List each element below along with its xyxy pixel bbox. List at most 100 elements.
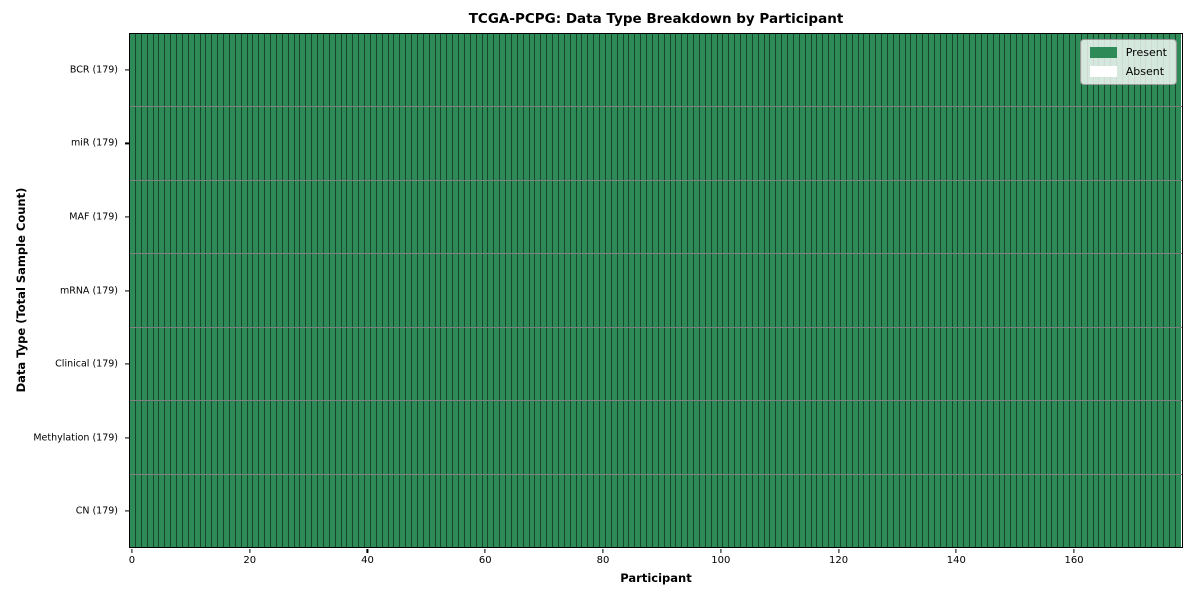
heatmap-cell xyxy=(694,180,700,254)
heatmap-cell xyxy=(241,107,248,180)
heatmap-cell xyxy=(541,180,548,254)
heatmap-cell xyxy=(441,34,448,107)
heatmap-cell xyxy=(506,180,512,254)
heatmap-cell xyxy=(1140,401,1147,474)
heatmap-cell xyxy=(335,180,342,254)
heatmap-cell xyxy=(494,180,501,254)
heatmap-cell xyxy=(194,401,201,474)
heatmap-cell xyxy=(588,474,595,547)
heatmap-cell xyxy=(670,327,677,401)
heatmap-cell xyxy=(282,107,289,180)
y-axis: BCR (179) miR (179) MAF (179) mRNA (179) Cli… xyxy=(0,33,129,548)
heatmap-cell xyxy=(658,254,665,327)
heatmap-cell xyxy=(699,107,706,180)
heatmap-cell xyxy=(482,180,489,254)
heatmap-cell xyxy=(893,401,900,474)
heatmap-cell xyxy=(600,474,606,547)
heatmap-cell xyxy=(993,107,1000,180)
heatmap-cell xyxy=(582,34,589,107)
heatmap-cell xyxy=(417,474,424,547)
heatmap-cell xyxy=(1058,401,1065,474)
x-tick-label: 80 xyxy=(596,555,610,566)
heatmap-cell xyxy=(658,180,665,254)
heatmap-cell xyxy=(235,327,242,401)
heatmap-cell xyxy=(1081,327,1088,401)
heatmap-cell xyxy=(406,180,412,254)
heatmap-cell xyxy=(423,401,430,474)
heatmap-cell xyxy=(523,327,530,401)
heatmap-cell xyxy=(341,254,348,327)
heatmap-cell xyxy=(934,180,941,254)
heatmap-cell xyxy=(617,254,624,327)
y-tick-mark xyxy=(125,363,129,365)
x-tick-label: 0 xyxy=(128,555,136,566)
heatmap-cell xyxy=(153,474,160,547)
heatmap-cell xyxy=(376,401,383,474)
heatmap-cell xyxy=(194,180,201,254)
heatmap-cell xyxy=(917,180,924,254)
heatmap-cell xyxy=(412,34,418,107)
heatmap-cell xyxy=(441,401,448,474)
heatmap-cell xyxy=(1064,34,1070,107)
heatmap-cell xyxy=(600,327,606,401)
heatmap-cell xyxy=(1152,254,1159,327)
heatmap-cell xyxy=(817,474,824,547)
heatmap-cell xyxy=(1134,401,1141,474)
heatmap-cell xyxy=(823,401,830,474)
heatmap-cell xyxy=(394,254,401,327)
heatmap-cell xyxy=(811,401,818,474)
heatmap-cell xyxy=(1152,180,1159,254)
heatmap-cell xyxy=(946,34,953,107)
heatmap-cell xyxy=(206,254,213,327)
heatmap-cell xyxy=(435,327,442,401)
heatmap-cell xyxy=(206,180,213,254)
heatmap-cell xyxy=(699,180,706,254)
heatmap-cell xyxy=(729,474,736,547)
heatmap-cell xyxy=(494,401,501,474)
heatmap-cell xyxy=(647,34,653,107)
heatmap-cell xyxy=(388,474,395,547)
heatmap-cell xyxy=(799,327,806,401)
heatmap-cell xyxy=(576,180,583,254)
heatmap-cell xyxy=(993,34,1000,107)
y-tick-mark xyxy=(125,437,129,439)
heatmap-cell xyxy=(429,254,436,327)
heatmap-cell xyxy=(840,180,847,254)
heatmap-cell xyxy=(952,34,959,107)
heatmap-cell xyxy=(735,327,741,401)
heatmap-cell xyxy=(171,34,177,107)
heatmap-cell xyxy=(564,254,571,327)
heatmap-cell xyxy=(793,180,800,254)
heatmap-cell xyxy=(817,107,824,180)
heatmap-cell xyxy=(417,254,424,327)
heatmap-cell xyxy=(535,327,542,401)
heatmap-cell xyxy=(188,254,195,327)
heatmap-cell xyxy=(811,254,818,327)
heatmap-cell xyxy=(1028,327,1035,401)
heatmap-cell xyxy=(259,180,266,254)
heatmap-cell xyxy=(605,474,612,547)
heatmap-cell xyxy=(723,327,730,401)
heatmap-cell xyxy=(1052,327,1059,401)
heatmap-cell xyxy=(1034,34,1041,107)
heatmap-cell xyxy=(987,180,994,254)
heatmap-cell xyxy=(887,34,894,107)
heatmap-cell xyxy=(447,327,454,401)
heatmap-row xyxy=(130,401,1182,475)
heatmap-cell xyxy=(711,474,718,547)
heatmap-cell xyxy=(247,180,254,254)
heatmap-cell xyxy=(940,327,947,401)
heatmap-cell xyxy=(835,107,841,180)
heatmap-cell xyxy=(729,254,736,327)
heatmap-cell xyxy=(1040,34,1047,107)
heatmap-cell xyxy=(1128,474,1135,547)
heatmap-cell xyxy=(1040,327,1047,401)
heatmap-cell xyxy=(1070,180,1076,254)
heatmap-cell xyxy=(770,107,777,180)
heatmap-cell xyxy=(647,107,653,180)
heatmap-cell xyxy=(288,107,295,180)
heatmap-cell xyxy=(282,34,289,107)
heatmap-cell xyxy=(224,107,230,180)
heatmap-cell xyxy=(911,180,918,254)
heatmap-cell xyxy=(247,107,254,180)
